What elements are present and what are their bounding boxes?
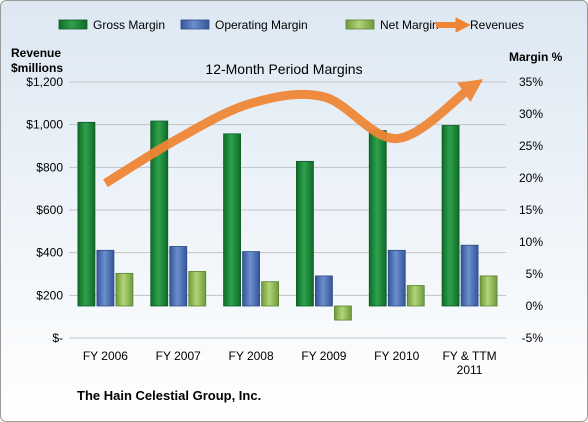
bars [77, 120, 498, 321]
gross-margin-legend-swatch [58, 19, 88, 30]
net-margin-bar [479, 275, 498, 307]
gross-margin-bar [296, 160, 314, 307]
gross-margin-bar [441, 125, 460, 307]
category-label: 2011 [457, 363, 483, 377]
net-margin-bar [334, 305, 352, 321]
net-margin-legend-label: Net Margin [380, 18, 439, 32]
category-label: FY 2009 [301, 349, 346, 363]
net-margin-bar [406, 285, 425, 307]
company-name: The Hain Celestial Group, Inc. [77, 388, 262, 403]
left-tick-label: $800 [36, 160, 63, 174]
revenues-line [103, 79, 484, 188]
operating-margin-bar [169, 246, 188, 307]
net-margin-legend-swatch [345, 19, 375, 30]
gross-margin-bar [368, 130, 387, 307]
operating-margin-bar [96, 249, 115, 307]
right-tick-label: 10% [519, 235, 543, 249]
operating-margin-bar [315, 275, 333, 307]
left-tick-label: $600 [36, 203, 63, 217]
right-tick-label: -5% [522, 331, 544, 345]
operating-margin-bar [387, 249, 406, 307]
left-tick-label: $200 [36, 288, 63, 302]
gross-margin-bar [77, 121, 96, 307]
left-axis-label-line1: Revenue [11, 46, 61, 60]
right-tick-label: 5% [526, 267, 544, 281]
left-axis-ticks: $- $200 $400 $600 $800 $1,000 $1,200 [26, 75, 63, 345]
gross-margin-legend-label: Gross Margin [93, 18, 165, 32]
left-tick-label: $1,200 [26, 75, 63, 89]
gridlines [69, 81, 506, 339]
right-tick-label: 35% [519, 75, 543, 89]
category-label: FY 2008 [229, 349, 274, 363]
right-tick-label: 30% [519, 107, 543, 121]
operating-margin-bar [460, 244, 479, 307]
category-labels: FY 2006 FY 2007 FY 2008 FY 2009 FY 2010 FY & … [83, 349, 497, 377]
revenues-legend-label: Revenues [470, 18, 524, 32]
left-tick-label: $1,000 [26, 118, 63, 132]
chart-title: 12-Month Period Margins [205, 61, 362, 77]
left-axis-label-line2: $millions [11, 61, 63, 75]
right-axis-label: Margin % [509, 50, 563, 64]
revenues-line-path [103, 79, 484, 188]
operating-margin-legend-swatch [180, 19, 210, 30]
right-tick-label: 20% [519, 171, 543, 185]
right-tick-label: 0% [526, 299, 544, 313]
category-label: FY 2010 [374, 349, 419, 363]
left-tick-label: $400 [36, 246, 63, 260]
net-margin-bar [261, 281, 279, 307]
net-margin-bar [115, 272, 134, 307]
category-label: FY 2007 [156, 349, 201, 363]
category-label: FY 2006 [83, 349, 128, 363]
right-tick-label: 25% [519, 139, 543, 153]
right-axis-ticks: -5% 0% 5% 10% 15% 20% 25% 30% 35% [519, 75, 543, 345]
category-label: FY & TTM [442, 349, 496, 363]
left-tick-label: $- [52, 331, 63, 345]
gross-margin-bar [150, 120, 169, 307]
gross-margin-bar [223, 133, 241, 307]
operating-margin-bar [242, 251, 260, 307]
operating-margin-legend-label: Operating Margin [215, 18, 308, 32]
legend: Gross Margin Operating Margin Net Margin Re… [58, 17, 524, 33]
net-margin-bar [188, 271, 207, 307]
right-tick-label: 15% [519, 203, 543, 217]
